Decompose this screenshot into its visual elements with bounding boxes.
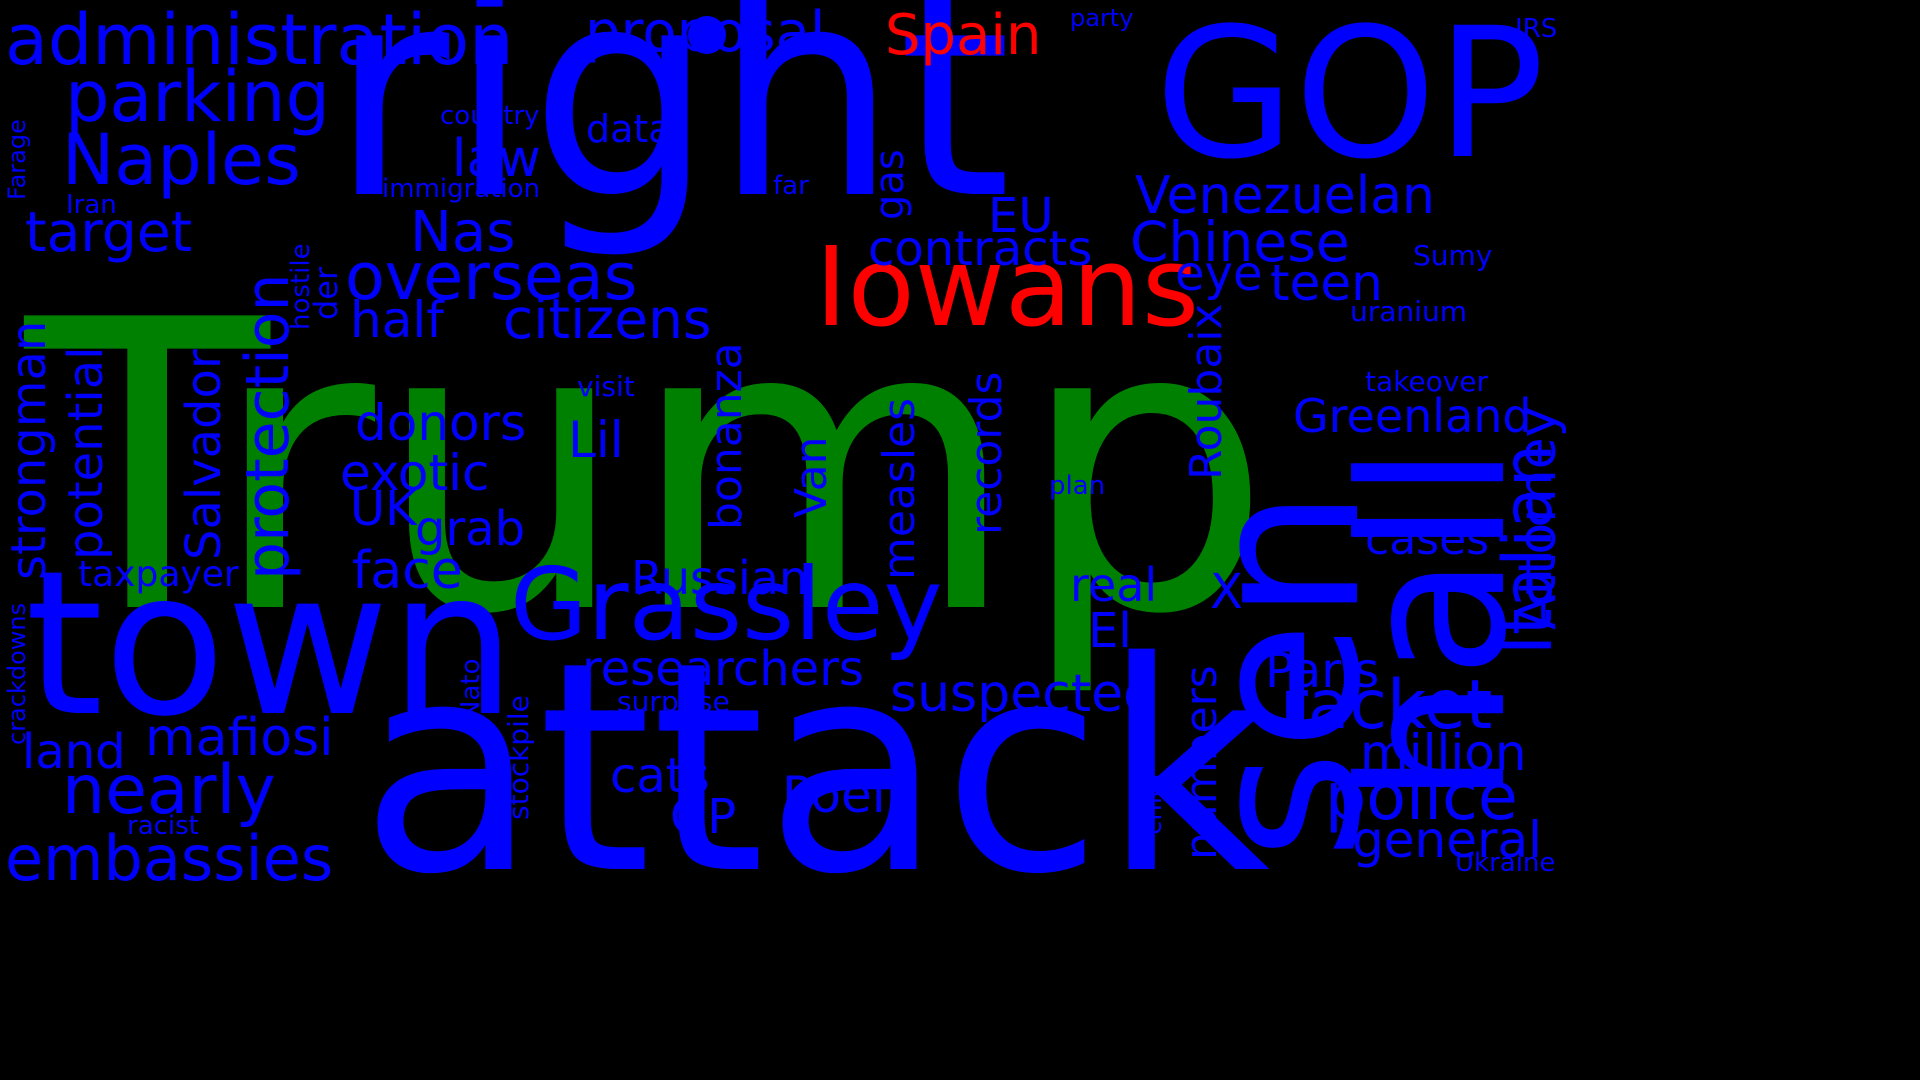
word-suspected: suspected xyxy=(890,664,1157,724)
word-mafiosi: mafiosi xyxy=(145,708,334,768)
word-general: general xyxy=(1352,811,1543,869)
word-target: target xyxy=(25,200,193,264)
word-farage: Farage xyxy=(3,119,31,200)
word-visit: visit xyxy=(577,370,635,403)
word-stockpile: stockpile xyxy=(502,695,535,820)
word-gp: GP xyxy=(670,789,737,845)
word-parking: parking xyxy=(65,56,330,138)
word-numbers: numbers xyxy=(1176,665,1227,860)
word-chinese: Chinese xyxy=(1130,210,1350,274)
word-salvador: Salvador xyxy=(176,349,232,560)
dot-glyph xyxy=(688,16,726,54)
word-russian: Russian xyxy=(631,551,809,605)
word-surprise: surprise xyxy=(617,685,730,718)
word-x: X xyxy=(1210,564,1243,620)
word-uranium: uranium xyxy=(1350,295,1467,328)
word-exotic: exotic xyxy=(340,444,490,502)
word-measles: measles xyxy=(874,397,925,580)
word-chief: chief xyxy=(1138,771,1168,835)
word-half: half xyxy=(350,291,444,349)
word-spain: Spain xyxy=(885,3,1042,68)
word-irs: IRS xyxy=(1515,14,1558,44)
word-embassies: embassies xyxy=(5,822,334,895)
word-ukraine: Ukraine xyxy=(1455,848,1556,878)
word-researchers: researchers xyxy=(582,641,864,697)
word-donors: donors xyxy=(355,394,527,452)
word-nato: Nato xyxy=(456,658,486,720)
word-immigration: immigration xyxy=(382,174,541,204)
word-iowans: Iowans xyxy=(815,223,1200,351)
word-plan: plan xyxy=(1049,471,1106,501)
word-teen: teen xyxy=(1270,254,1383,312)
word-roubaix: Roubaix xyxy=(1181,303,1232,480)
word-country: country xyxy=(440,101,540,131)
word-gop: GOP xyxy=(1155,0,1545,199)
word-face: face xyxy=(352,541,463,601)
word-racket: racket xyxy=(1280,666,1493,745)
word-el: El xyxy=(1088,603,1132,659)
word-uk: UK xyxy=(350,481,417,537)
word-million: million xyxy=(1360,724,1527,782)
word-venezuelan: Venezuelan xyxy=(1135,166,1435,226)
word-grab: grab xyxy=(415,501,526,557)
word-nas: Nas xyxy=(410,200,516,265)
word-records: records xyxy=(961,371,1012,535)
word-eye: eye xyxy=(1175,246,1263,302)
word-potential: potential xyxy=(58,346,114,560)
word-overseas: overseas xyxy=(345,240,638,315)
word-real: real xyxy=(1070,558,1158,612)
word-attack: attack xyxy=(360,601,1271,938)
word-racist: racist xyxy=(127,811,199,841)
word-grassley: Grassley xyxy=(510,546,943,663)
word-naples: Naples xyxy=(62,119,301,201)
word-contracts: contracts xyxy=(868,221,1093,277)
word-iran: Iran xyxy=(66,190,117,220)
word-cases: cases xyxy=(1365,514,1490,565)
word-right: right xyxy=(330,0,1012,263)
word-gas: gas xyxy=(867,149,913,220)
word-bonanza: bonanza xyxy=(701,342,752,530)
word-far: far xyxy=(773,171,809,201)
word-police: police xyxy=(1325,760,1518,835)
word-lil: Lil xyxy=(568,411,624,469)
word-land: land xyxy=(22,724,126,780)
word-administration: administration xyxy=(5,0,514,81)
word-paris: Paris xyxy=(1265,643,1380,699)
word-protection: protection xyxy=(233,273,303,580)
word-proposal: proposal xyxy=(585,0,826,65)
word-data: data xyxy=(586,107,672,151)
word-law: law xyxy=(452,129,541,189)
word-town: town xyxy=(25,528,517,761)
word-citizens: citizens xyxy=(503,287,712,351)
word-party: party xyxy=(1070,4,1134,32)
word-poel: Poel xyxy=(782,766,886,824)
word-taxpayer: taxpayer xyxy=(78,554,239,595)
word-trump: Trump xyxy=(25,237,1273,702)
word-sumy: Sumy xyxy=(1413,239,1493,272)
word-takeover: takeover xyxy=(1365,365,1489,398)
word-cats: cats xyxy=(610,748,710,804)
word-van: Van xyxy=(786,436,837,518)
word-strongman: strongman xyxy=(1,320,57,580)
word-greenland: Greenland xyxy=(1293,389,1532,443)
word-eu: EU xyxy=(988,188,1054,244)
word-nearly: nearly xyxy=(62,751,276,830)
